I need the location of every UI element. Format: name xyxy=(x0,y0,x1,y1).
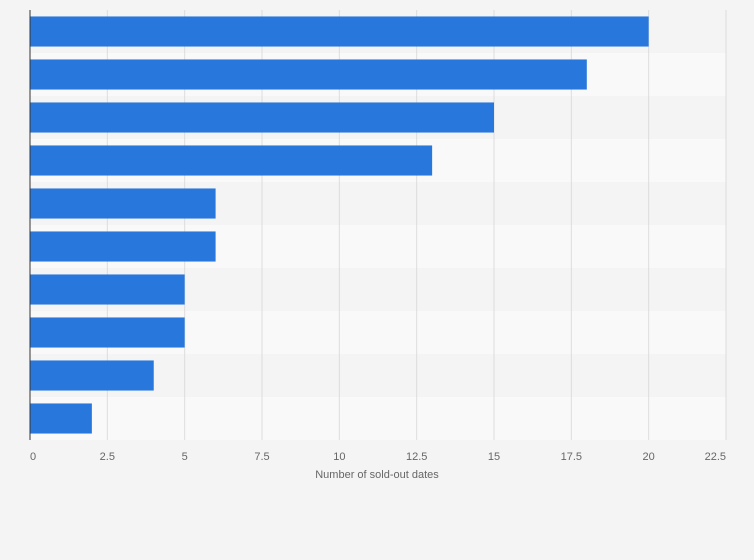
bar xyxy=(30,274,185,305)
x-tick-label: 22.5 xyxy=(705,451,726,463)
x-tick-label: 10 xyxy=(333,451,345,463)
bar xyxy=(30,16,649,47)
bar xyxy=(30,403,92,434)
row-band xyxy=(30,397,726,440)
bar xyxy=(30,145,433,176)
x-tick-label: 20 xyxy=(643,451,655,463)
bar xyxy=(30,317,185,348)
x-axis-title: Number of sold-out dates xyxy=(315,469,439,481)
x-tick-label: 17.5 xyxy=(561,451,582,463)
bars xyxy=(30,16,649,434)
x-tick-label: 0 xyxy=(30,451,36,463)
x-tick-label: 7.5 xyxy=(254,451,269,463)
x-tick-labels: 0 2.5 5 7.5 10 12.5 15 17.5 20 22.5 xyxy=(30,451,726,463)
bar xyxy=(30,188,216,219)
bar xyxy=(30,59,587,90)
x-tick-label: 15 xyxy=(488,451,500,463)
x-tick-label: 12.5 xyxy=(406,451,427,463)
x-tick-label: 5 xyxy=(182,451,188,463)
bar xyxy=(30,360,154,391)
bar xyxy=(30,102,494,133)
bar xyxy=(30,231,216,262)
x-tick-label: 2.5 xyxy=(100,451,115,463)
